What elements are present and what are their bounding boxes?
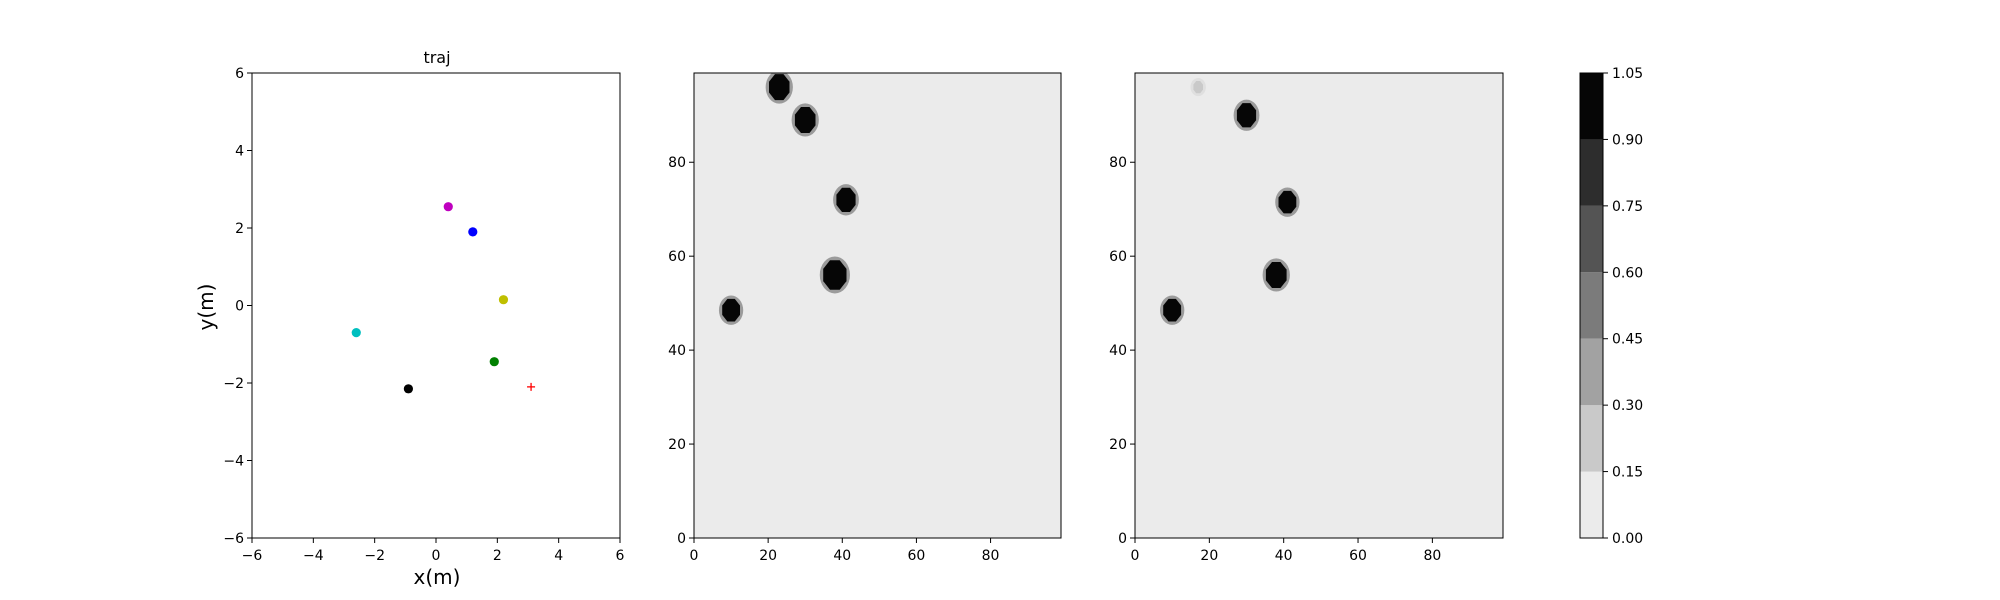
y-tick-label: 6 [235, 66, 244, 82]
obstacle-blob [823, 260, 847, 290]
y-tick-label: 0 [1118, 531, 1127, 547]
scatter-title: traj [423, 48, 450, 67]
heatmap-frame [1134, 72, 1504, 539]
occupancy-map-2: 0 20 40 60 80 0 20 40 60 80 [1109, 72, 1504, 564]
x-tick-label: −6 [242, 548, 263, 564]
y-tick-label: −2 [223, 376, 244, 392]
scatter-point [489, 357, 499, 367]
heatmap-blobs [718, 73, 859, 325]
y-tick-label: 60 [1109, 249, 1127, 265]
colorbar-tick-label: 0.30 [1612, 398, 1643, 414]
x-tick-label: 2 [493, 548, 502, 564]
colorbar-tick-label: 0.45 [1612, 332, 1643, 348]
colorbar-level [1580, 205, 1603, 273]
obstacle-blob [836, 187, 856, 212]
x-tick-label: −2 [364, 548, 385, 564]
colorbar-level [1580, 139, 1603, 206]
colorbar-tick-label: 0.00 [1612, 531, 1643, 547]
obstacle-blob [769, 74, 790, 101]
colorbar-tick-label: 0.60 [1612, 265, 1643, 281]
y-tick-label: 4 [235, 144, 244, 160]
heatmap-background [1135, 73, 1503, 538]
obstacle-blob [1163, 298, 1182, 322]
x-tick-label: 80 [1423, 548, 1441, 564]
y-tick-label: 20 [1109, 437, 1127, 453]
x-tick-label: 60 [908, 548, 926, 564]
y-tick-label: −4 [223, 454, 244, 470]
scatter-point [468, 227, 478, 237]
x-tick-label: 60 [1349, 548, 1367, 564]
obstacle-blob [722, 298, 740, 322]
x-tick-label: −4 [303, 548, 324, 564]
x-tick-label: 0 [1131, 548, 1140, 564]
colorbar-level [1580, 338, 1603, 406]
heatmap-background [694, 73, 1061, 538]
obstacle-blob [1278, 190, 1297, 214]
colorbar-tick-label: 0.15 [1612, 465, 1643, 481]
y-tick-label: 40 [668, 343, 686, 359]
scatter-frame [251, 72, 621, 539]
x-tick-label: 4 [554, 548, 563, 564]
colorbar-tick-label: 0.75 [1612, 199, 1643, 215]
y-tick-label: −6 [223, 531, 244, 547]
obstacle-blob [1265, 262, 1287, 288]
colorbar-level [1580, 272, 1603, 339]
occupancy-map-1: 0 20 40 60 80 0 20 40 60 80 [668, 72, 1062, 564]
y-tick-label: 80 [668, 155, 686, 171]
y-tick-label: 0 [235, 299, 244, 315]
x-tick-label: 6 [616, 548, 625, 564]
x-tick-label: 20 [759, 548, 777, 564]
x-tick-label: 40 [833, 548, 851, 564]
scatter-plot-area [252, 73, 620, 538]
scatter-point [498, 295, 509, 305]
x-tick-label: 0 [690, 548, 699, 564]
obstacle-blob [794, 107, 816, 133]
scatter-point [443, 202, 453, 212]
scatter-point [403, 384, 413, 394]
heatmap-blobs [1160, 78, 1300, 325]
heatmap-frame [693, 72, 1062, 539]
colorbar-frame [1579, 72, 1604, 539]
scatter-point [351, 328, 361, 338]
colorbar-level [1580, 73, 1603, 140]
scatter-x-label: x(m) [414, 565, 461, 589]
trajectory-scatter-plot: traj x(m) y(m) −6 −4 −2 0 2 4 6 −6 −4 −2 0 2 4 6 [194, 48, 625, 589]
obstacle-blob [1193, 81, 1203, 94]
y-tick-label: 0 [677, 531, 686, 547]
x-tick-label: 0 [432, 548, 441, 564]
y-tick-label: 40 [1109, 343, 1127, 359]
y-tick-label: 2 [235, 221, 244, 237]
scatter-y-label: y(m) [194, 284, 218, 331]
x-tick-label: 80 [982, 548, 1000, 564]
obstacle-blob [1236, 103, 1257, 128]
colorbar-level [1580, 405, 1603, 472]
y-tick-label: 60 [668, 249, 686, 265]
colorbar-tick-label: 0.90 [1612, 132, 1643, 148]
x-tick-label: 40 [1275, 548, 1293, 564]
colorbar-level [1580, 471, 1603, 538]
colorbar: 0.00 0.15 0.30 0.45 0.60 0.75 0.90 1.05 [1579, 66, 1643, 547]
y-tick-label: 20 [668, 437, 686, 453]
colorbar-tick-label: 1.05 [1612, 66, 1643, 82]
x-tick-label: 20 [1200, 548, 1218, 564]
y-tick-label: 80 [1109, 155, 1127, 171]
